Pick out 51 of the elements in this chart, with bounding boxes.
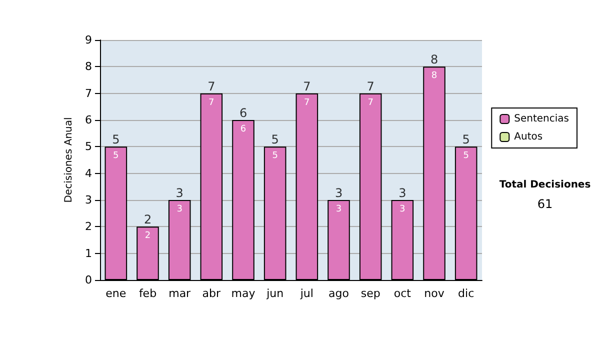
legend-label: Sentencias (514, 114, 570, 124)
x-tick-label: feb (138, 287, 157, 300)
data-label: 5 (463, 151, 469, 162)
x-tick-label: may (231, 287, 256, 300)
text: 61 (537, 197, 553, 211)
legend-label: Autos (514, 132, 543, 142)
total-label: 7 (303, 79, 311, 94)
data-label: 3 (400, 204, 406, 214)
total-label: 6 (239, 106, 248, 120)
x-tick-label: abr (202, 287, 222, 300)
total-label: 3 (398, 186, 406, 200)
data-label: 8 (431, 71, 438, 82)
x-tick-label: ago (328, 287, 350, 300)
y-tick-label: 6 (85, 114, 92, 126)
total-label: 5 (112, 132, 120, 147)
y-tick-label: 3 (85, 194, 92, 206)
y-tick-label: 7 (85, 86, 92, 100)
y-tick-label: 0 (85, 274, 92, 286)
x-tick-label: mar (168, 287, 192, 300)
y-tick-label: 1 (85, 246, 92, 260)
y-axis-title: Decisiones Anual (64, 117, 75, 203)
x-tick-label: sep (360, 287, 380, 300)
data-label: 7 (208, 98, 214, 108)
total-label: 7 (208, 79, 216, 94)
total-label: 3 (176, 186, 184, 200)
y-tick-label: 9 (85, 34, 92, 46)
x-tick-label: jul (299, 287, 314, 300)
x-tick-label: jun (266, 287, 284, 300)
x-tick-label: ene (106, 287, 126, 300)
data-label: 5 (272, 151, 278, 162)
data-label: 3 (336, 204, 342, 214)
y-tick-label: 4 (85, 166, 92, 180)
y-tick-label: 2 (85, 220, 92, 234)
total-label: 5 (462, 132, 470, 147)
total-label: 8 (430, 52, 438, 67)
data-label: 7 (368, 98, 374, 108)
data-label: 5 (113, 151, 119, 162)
x-tick-label: dic (458, 287, 474, 300)
total-label: 7 (366, 79, 374, 94)
total-label: 2 (144, 212, 152, 227)
x-tick-label: oct (394, 287, 412, 300)
total-label: 3 (334, 186, 343, 200)
data-label: 2 (144, 231, 151, 242)
total-label: 5 (271, 132, 279, 147)
y-tick-label: 8 (85, 60, 92, 74)
x-tick-label: nov (424, 287, 445, 300)
data-label: 7 (304, 98, 310, 108)
y-tick-label: 5 (85, 140, 92, 154)
data-label: 3 (176, 204, 182, 214)
data-label: 6 (240, 124, 246, 134)
text: Total Decisiones (499, 180, 591, 190)
